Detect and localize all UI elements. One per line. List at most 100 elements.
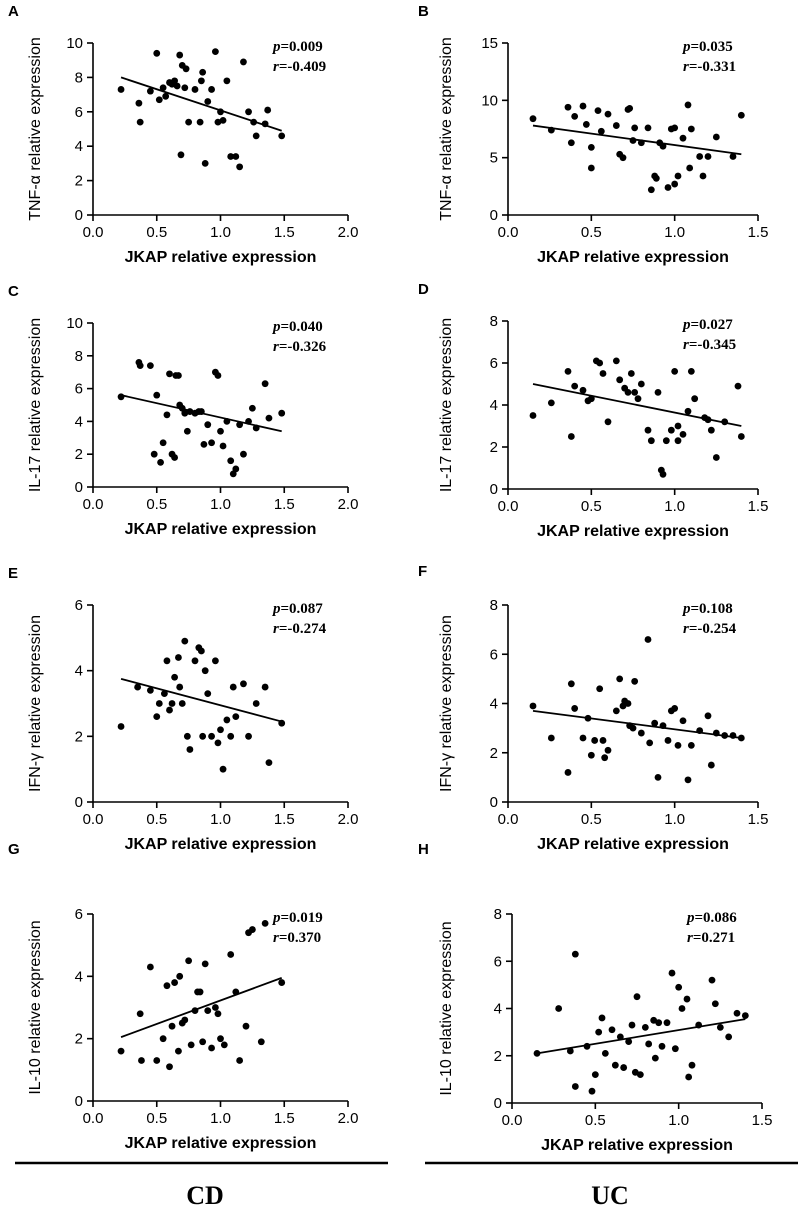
y-tick-label: 0 [494,1095,502,1112]
data-point [671,180,679,188]
data-point [611,1061,619,1069]
x-tick-label: 0.0 [498,498,519,515]
data-point [684,407,692,415]
data-point [624,389,632,396]
data-point [631,677,639,685]
data-point [616,376,624,384]
data-point [619,154,627,162]
data-point [227,153,235,160]
data-point [245,108,252,116]
r-value-label: r=0.370 [273,930,321,946]
data-point [741,1012,749,1019]
data-point [223,716,231,724]
y-tick-label: 2 [75,1031,83,1048]
r-value-label: r=-0.326 [273,339,327,355]
y-tick-label: 2 [75,728,83,745]
data-point [185,957,193,965]
data-point [117,723,125,730]
data-point [204,421,212,429]
data-point [236,1057,244,1064]
data-point [629,724,637,732]
x-tick-label: 1.0 [664,224,685,241]
x-tick-label: 2.0 [338,1110,359,1127]
data-point [571,1083,579,1090]
p-value-label: p=0.040 [271,319,323,335]
data-point [146,87,154,95]
y-tick-label: 4 [490,696,498,713]
y-axis-title: IL-10 relative expression [438,921,455,1095]
data-point [704,416,712,424]
data-point [219,117,227,124]
data-point [252,424,260,432]
data-point [686,164,694,172]
y-tick-label: 8 [75,69,83,86]
r-value-label: r=-0.409 [273,59,326,75]
y-tick-label: 10 [66,315,83,332]
x-tick-label: 1.5 [748,498,769,515]
y-tick-label: 6 [75,906,83,923]
data-point [278,979,286,986]
data-point [204,690,212,698]
p-value-label: p=0.087 [271,601,323,617]
y-tick-label: 4 [494,1001,502,1018]
data-point [591,1071,599,1079]
data-point [146,963,154,971]
x-tick-label: 1.0 [668,1112,689,1129]
data-point [737,433,745,440]
data-point [671,124,679,132]
panel-letter: F [418,563,427,580]
data-point [566,1047,574,1055]
data-point [134,683,142,691]
data-point [596,359,604,367]
data-point [674,741,682,749]
data-point [175,372,182,379]
data-point [567,680,575,688]
data-point [695,1021,703,1029]
y-tick-label: 4 [75,663,83,680]
data-point [712,454,720,461]
data-point [629,137,637,144]
data-point [721,732,729,739]
data-point [236,421,244,429]
data-point [637,139,645,147]
data-point [175,1047,182,1055]
data-point [212,48,219,55]
data-point [734,382,742,390]
data-point [197,77,205,85]
x-axis-title: JKAP relative expression [541,1137,733,1154]
regression-line [532,709,742,739]
data-point [716,1024,724,1031]
data-point [232,465,240,473]
data-point [579,102,587,110]
data-point [671,368,679,375]
y-tick-label: 2 [75,173,83,190]
y-tick-label: 6 [490,355,498,372]
y-tick-label: 5 [490,150,498,167]
x-axis-title: JKAP relative expression [125,521,317,538]
data-point [197,408,205,415]
data-point [571,382,579,390]
data-point [185,118,193,126]
x-axis-title: JKAP relative expression [125,836,317,853]
data-point [159,1035,167,1043]
data-point [183,732,191,740]
data-point [587,751,595,759]
data-point [212,657,219,665]
panel-h: H 0.0 0.5 1.0 1.5 0 2 4 6 8 JKAP relative expressi… [418,841,772,1154]
regression-line [120,678,282,723]
data-point [684,101,692,109]
data-point [644,636,652,643]
data-point [627,370,635,377]
data-point [729,732,737,739]
panels: A 0.0 0.5 1.0 1.5 2.0 0 2 4 6 8 10 JKAP relative exp… [8,3,772,1154]
data-point [153,391,161,399]
x-tick-label: 1.0 [210,1110,231,1127]
data-point [173,82,181,90]
x-tick-label: 0.5 [581,224,602,241]
data-point [664,184,672,191]
panel-g: G 0.0 0.5 1.0 1.5 2.0 0 2 4 6 JKAP relative expres… [8,841,358,1152]
data-point [737,734,745,742]
y-tick-label: 4 [75,413,83,430]
x-tick-label: 0.5 [581,498,602,515]
x-tick-label: 0.5 [146,1110,167,1127]
